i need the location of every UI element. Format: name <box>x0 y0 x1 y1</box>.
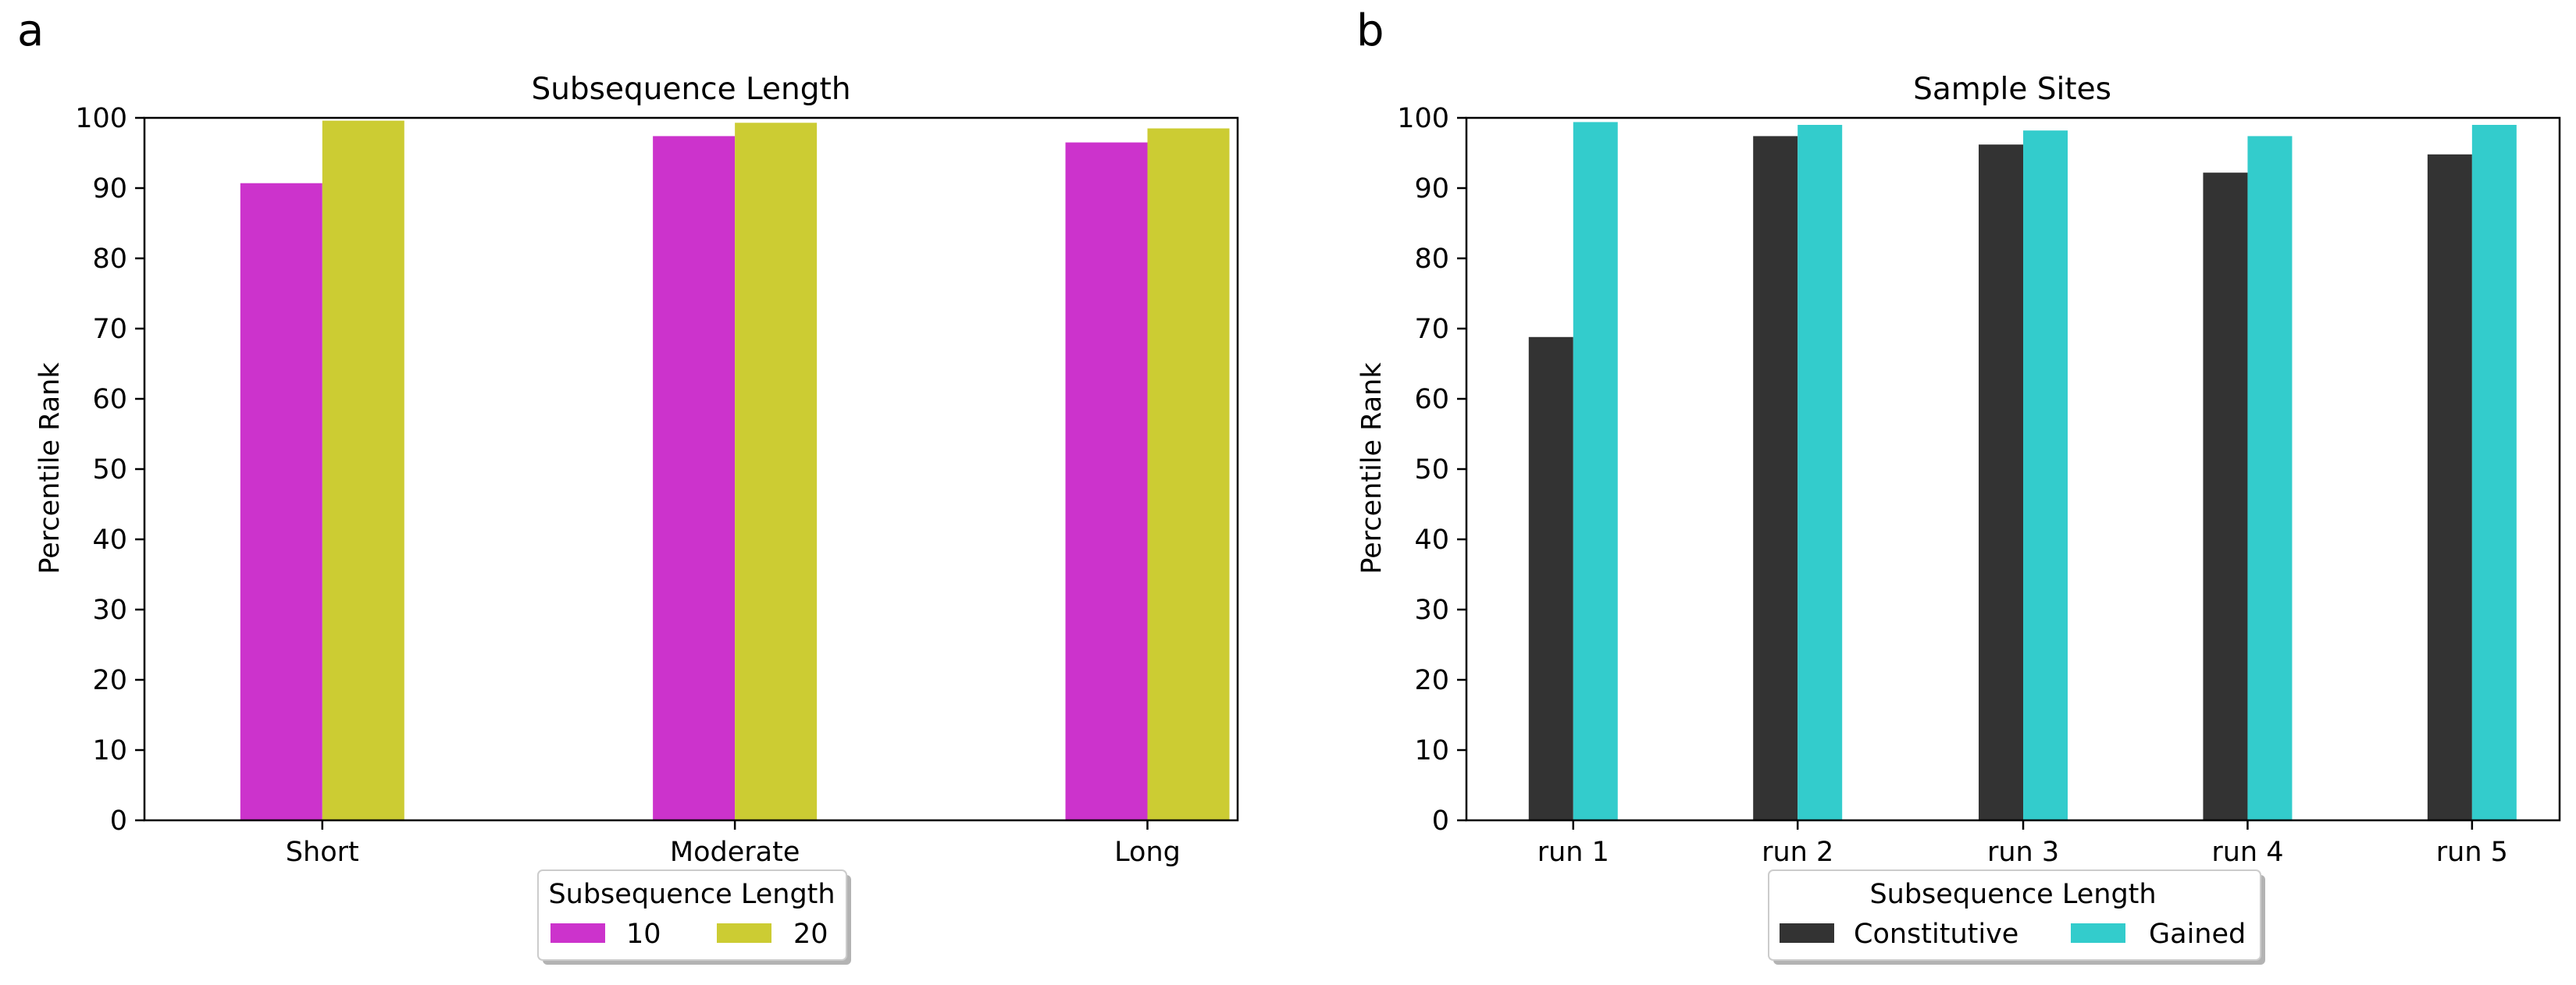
bar-gained-run-5 <box>2471 125 2517 820</box>
bar-10-moderate <box>653 136 736 820</box>
y-axis: 0 10 20 30 40 50 60 70 80 90 100 <box>75 103 144 837</box>
bar-gained-run-3 <box>2023 130 2068 820</box>
x-tick-label: run 3 <box>1987 837 2059 868</box>
bar-20-long <box>1147 128 1230 820</box>
x-axis: Short Moderate Long <box>286 820 1181 868</box>
x-tick-label: Long <box>1114 837 1181 868</box>
y-tick-label: 80 <box>1414 244 1449 275</box>
legend: Subsequence Length Constitutive Gained <box>1768 869 2265 965</box>
y-tick-label: 20 <box>92 665 127 696</box>
chart-title: Sample Sites <box>1913 72 2111 107</box>
y-tick-label: 60 <box>92 384 127 415</box>
y-tick-label: 10 <box>92 735 127 766</box>
legend: Subsequence Length 10 20 <box>537 869 851 965</box>
y-tick-label: 20 <box>1414 665 1449 696</box>
legend-box <box>1768 869 2261 961</box>
y-tick-label: 60 <box>1414 384 1449 415</box>
bar-10-long <box>1065 142 1148 820</box>
legend-title: Subsequence Length <box>1869 879 2156 910</box>
legend-label-gained: Gained <box>2149 919 2246 950</box>
y-tick-label: 70 <box>92 314 127 345</box>
bar-constitutive-run-1 <box>1528 336 1573 820</box>
legend-label-10: 10 <box>626 919 661 950</box>
panel-b: b Sample Sites Percentile Rank 0 10 20 30 40… <box>1356 5 2561 965</box>
x-tick-label: run 5 <box>2436 837 2508 868</box>
bar-10-short <box>240 183 322 820</box>
legend-swatch-20 <box>717 923 771 943</box>
legend-label-constitutive: Constitutive <box>1854 919 2018 950</box>
legend-title: Subsequence Length <box>548 879 835 910</box>
y-tick-label: 100 <box>1397 103 1449 134</box>
x-axis: run 1 run 2 run 3 run 4 run 5 <box>1537 820 2508 868</box>
y-tick-label: 50 <box>1414 454 1449 485</box>
bars-group <box>240 120 1230 821</box>
bar-constitutive-run-2 <box>1753 136 1798 820</box>
bar-20-moderate <box>735 123 818 821</box>
y-tick-label: 50 <box>92 454 127 485</box>
y-tick-label: 0 <box>1432 805 1449 837</box>
panel-letter: b <box>1356 5 1384 56</box>
bar-constitutive-run-5 <box>2427 154 2472 821</box>
y-tick-label: 40 <box>1414 525 1449 556</box>
y-axis-label: Percentile Rank <box>34 362 66 574</box>
chart-title: Subsequence Length <box>531 72 850 107</box>
bar-gained-run-2 <box>1797 125 1843 820</box>
bar-constitutive-run-3 <box>1979 144 2024 820</box>
legend-swatch-gained <box>2071 923 2125 943</box>
x-tick-label: run 4 <box>2211 837 2283 868</box>
x-tick-label: run 1 <box>1537 837 1609 868</box>
legend-swatch-10 <box>550 923 605 943</box>
x-tick-label: run 2 <box>1762 837 1833 868</box>
y-tick-label: 10 <box>1414 735 1449 766</box>
y-tick-label: 90 <box>1414 173 1449 204</box>
y-tick-label: 90 <box>92 173 127 204</box>
y-tick-label: 0 <box>110 805 127 837</box>
y-tick-label: 80 <box>92 244 127 275</box>
bars-group <box>1528 122 2517 821</box>
y-axis: 0 10 20 30 40 50 60 70 80 90 100 <box>1397 103 1466 837</box>
y-tick-label: 40 <box>92 525 127 556</box>
bar-constitutive-run-4 <box>2203 172 2248 820</box>
panel-letter: a <box>17 5 44 56</box>
y-axis-label: Percentile Rank <box>1356 362 1388 574</box>
x-tick-label: Moderate <box>670 837 800 868</box>
bar-gained-run-1 <box>1573 122 1618 820</box>
y-tick-label: 30 <box>1414 595 1449 626</box>
legend-swatch-constitutive <box>1780 923 1834 943</box>
x-tick-label: Short <box>286 837 359 868</box>
y-tick-label: 70 <box>1414 314 1449 345</box>
bar-gained-run-4 <box>2247 136 2293 820</box>
bar-20-short <box>322 120 404 821</box>
panel-a: a Subsequence Length Percentile Rank 0 10… <box>17 5 1239 965</box>
legend-label-20: 20 <box>793 919 828 950</box>
y-tick-label: 30 <box>92 595 127 626</box>
y-tick-label: 100 <box>75 103 127 134</box>
